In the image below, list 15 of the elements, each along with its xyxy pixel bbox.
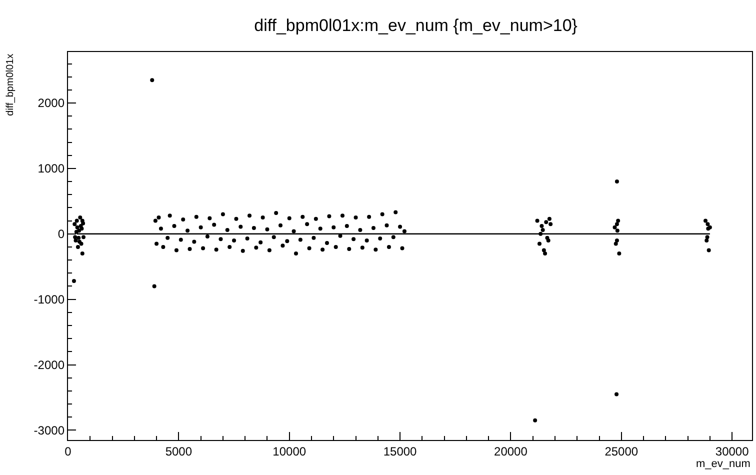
x-tick-label: 5000 xyxy=(165,444,192,458)
chart-title: diff_bpm0l01x:m_ev_num {m_ev_num>10} xyxy=(254,16,578,35)
y-tick-label: -2000 xyxy=(34,358,65,372)
x-tick-label: 20000 xyxy=(494,444,528,458)
x-tick-label: 30000 xyxy=(715,444,750,458)
x-tick-label: 25000 xyxy=(604,444,638,458)
y-axis-title: diff_bpm0l01x xyxy=(4,54,16,116)
x-axis-title: m_ev_num xyxy=(696,458,750,470)
x-tick-label: 15000 xyxy=(383,444,418,458)
y-tick-label: 1000 xyxy=(38,162,65,176)
y-tick-label: -3000 xyxy=(34,423,65,438)
x-tick-label: 10000 xyxy=(272,444,306,458)
y-tick-label: 0 xyxy=(58,227,65,242)
y-tick-label: 2000 xyxy=(38,96,65,110)
y-tick-label: -1000 xyxy=(34,292,65,307)
